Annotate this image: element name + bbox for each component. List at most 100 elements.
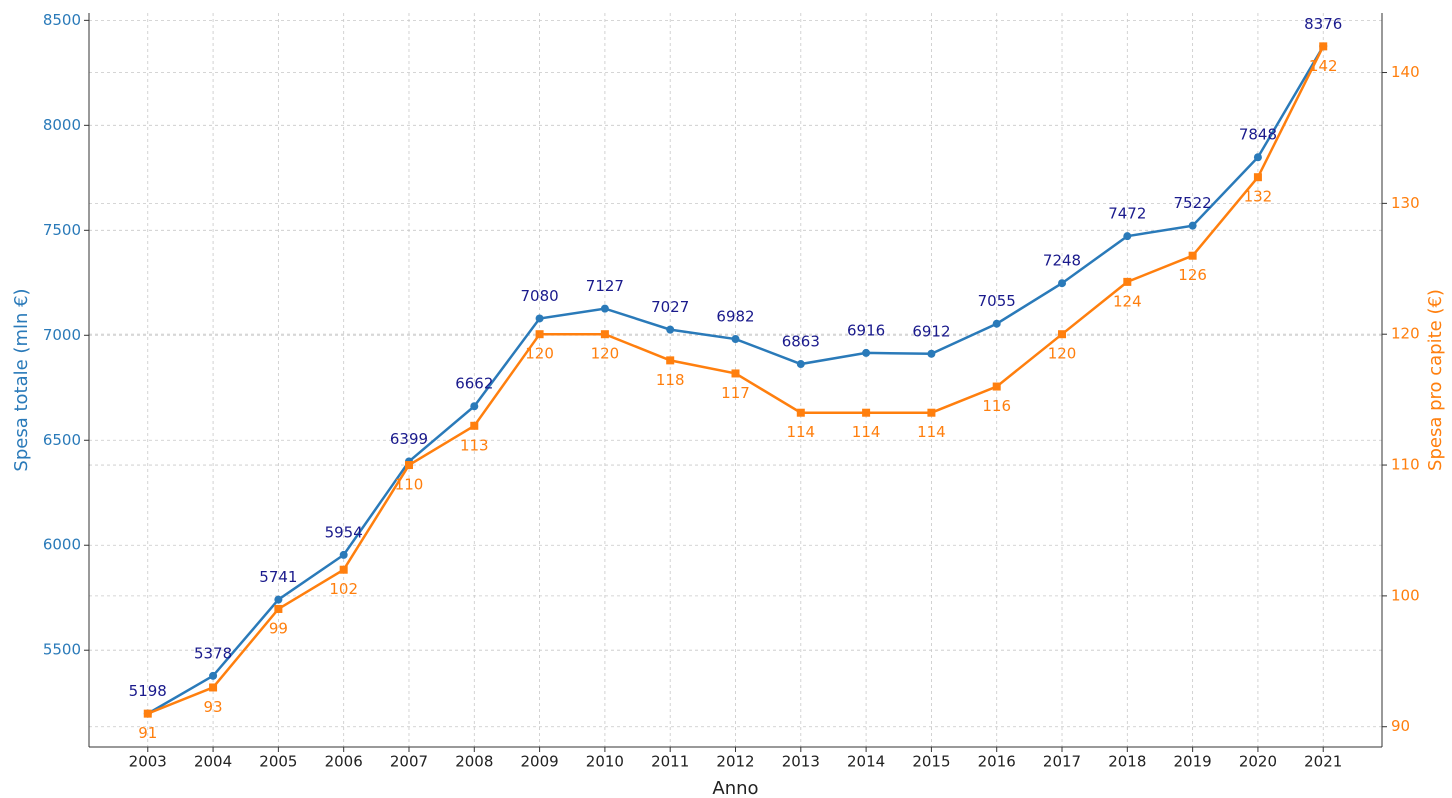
marker — [666, 325, 675, 334]
x-tick-label: 2012 — [716, 753, 754, 771]
marker — [862, 348, 871, 357]
data-label: 7080 — [520, 287, 558, 305]
y2-tick-label: 140 — [1391, 63, 1420, 81]
data-label: 6863 — [782, 333, 820, 351]
y-tick-label: 7000 — [43, 326, 81, 344]
x-tick-label: 2016 — [978, 753, 1016, 771]
x-axis-label: Anno — [712, 778, 758, 798]
data-label: 114 — [852, 423, 881, 441]
data-label: 114 — [786, 423, 815, 441]
y-tick-label: 5500 — [43, 641, 81, 659]
marker — [992, 319, 1001, 328]
data-label: 110 — [395, 476, 424, 494]
x-tick-label: 2009 — [520, 753, 558, 771]
data-label: 5378 — [194, 644, 232, 662]
y2-tick-label: 130 — [1391, 194, 1420, 212]
marker — [1123, 277, 1132, 286]
x-tick-label: 2013 — [782, 753, 820, 771]
data-label: 7027 — [651, 298, 689, 316]
data-label: 99 — [269, 619, 288, 637]
x-tick-label: 2007 — [390, 753, 428, 771]
y2-tick-label: 90 — [1391, 717, 1410, 735]
marker — [339, 565, 348, 574]
data-label: 120 — [1048, 345, 1077, 363]
marker — [470, 402, 479, 411]
marker — [1253, 153, 1262, 162]
data-label: 102 — [329, 580, 358, 598]
x-tick-label: 2008 — [455, 753, 493, 771]
marker — [731, 335, 740, 344]
data-label: 120 — [591, 345, 620, 363]
x-tick-label: 2021 — [1304, 753, 1342, 771]
y2-tick-label: 110 — [1391, 456, 1420, 474]
data-label: 5198 — [129, 682, 167, 700]
data-label: 91 — [138, 724, 157, 742]
y-tick-label: 6000 — [43, 536, 81, 554]
marker — [796, 408, 805, 417]
data-label: 6912 — [912, 322, 950, 340]
x-tick-label: 2018 — [1108, 753, 1146, 771]
x-tick-label: 2011 — [651, 753, 689, 771]
y-tick-label: 8500 — [43, 11, 81, 29]
data-label: 7522 — [1174, 194, 1212, 212]
data-label: 6982 — [716, 308, 754, 326]
y-axis-label: Spesa totale (mln €) — [11, 288, 32, 471]
data-label: 8376 — [1304, 15, 1342, 33]
data-label: 124 — [1113, 292, 1142, 310]
marker — [209, 671, 218, 680]
data-label: 132 — [1244, 188, 1273, 206]
marker — [1058, 330, 1067, 339]
y-tick-label: 8000 — [43, 116, 81, 134]
data-label: 114 — [917, 423, 946, 441]
marker — [600, 330, 609, 339]
data-label: 117 — [721, 384, 750, 402]
marker — [1188, 221, 1197, 230]
marker — [143, 709, 152, 718]
marker — [1123, 232, 1132, 241]
x-tick-label: 2019 — [1174, 753, 1212, 771]
marker — [209, 683, 218, 692]
y2-tick-label: 120 — [1391, 325, 1420, 343]
marker — [274, 595, 283, 604]
data-label: 113 — [460, 436, 489, 454]
marker — [731, 369, 740, 378]
marker — [1319, 42, 1328, 51]
data-label: 118 — [656, 371, 685, 389]
marker — [1188, 251, 1197, 260]
data-label: 5954 — [325, 523, 363, 541]
marker — [862, 408, 871, 417]
x-tick-label: 2004 — [194, 753, 232, 771]
x-tick-label: 2014 — [847, 753, 885, 771]
marker — [992, 382, 1001, 391]
x-tick-label: 2003 — [129, 753, 167, 771]
data-label: 6399 — [390, 430, 428, 448]
data-label: 7248 — [1043, 252, 1081, 270]
marker — [404, 461, 413, 470]
marker — [666, 356, 675, 365]
data-label: 93 — [204, 698, 223, 716]
x-tick-label: 2005 — [259, 753, 297, 771]
marker — [927, 408, 936, 417]
y2-axis-label: Spesa pro capite (€) — [1425, 289, 1446, 471]
data-label: 116 — [982, 397, 1011, 415]
marker — [274, 604, 283, 613]
y-tick-label: 7500 — [43, 221, 81, 239]
marker — [796, 360, 805, 369]
data-label: 142 — [1309, 57, 1338, 75]
data-label: 7127 — [586, 277, 624, 295]
data-label: 120 — [525, 345, 554, 363]
y-tick-label: 6500 — [43, 431, 81, 449]
marker — [470, 421, 479, 430]
marker — [535, 314, 544, 323]
x-tick-label: 2010 — [586, 753, 624, 771]
data-label: 7472 — [1108, 205, 1146, 223]
x-tick-label: 2006 — [325, 753, 363, 771]
data-label: 6662 — [455, 375, 493, 393]
marker — [535, 330, 544, 339]
x-tick-label: 2017 — [1043, 753, 1081, 771]
x-tick-label: 2020 — [1239, 753, 1277, 771]
data-label: 5741 — [259, 568, 297, 586]
marker — [339, 550, 348, 559]
data-label: 126 — [1178, 266, 1207, 284]
